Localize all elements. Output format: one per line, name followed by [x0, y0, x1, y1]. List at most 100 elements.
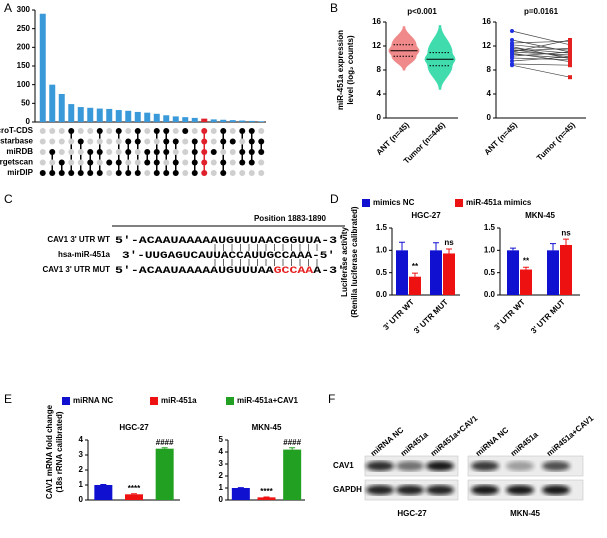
set-dot: [77, 128, 84, 134]
set-dot: [77, 138, 84, 145]
x-tick-label: Tumor (n=45): [535, 120, 577, 162]
set-dot: [87, 138, 94, 145]
y-axis-label: (Renilla luciferase calibrated): [350, 206, 359, 317]
y-tick-label: 8: [487, 65, 492, 74]
band: [542, 485, 570, 495]
y-tick-label: 300: [17, 5, 31, 14]
error-bar: [399, 241, 405, 251]
x-tick-label: 3' UTR WT: [492, 297, 526, 331]
panel-letter: A: [4, 1, 12, 15]
set-dot: [125, 170, 132, 176]
tumor-point: [568, 56, 572, 61]
tumor-point: [568, 75, 572, 80]
set-dot: [182, 128, 189, 134]
panel-title: MKN-45: [525, 211, 555, 220]
x-tick-label: ANT (n=45): [375, 120, 412, 157]
bar: [248, 120, 255, 122]
set-dot: [96, 159, 103, 166]
annotation: **: [523, 256, 530, 265]
band: [396, 461, 424, 471]
sequence-part: 5'-ACAAUAAAAAUGUUUAACGGUUA-3': [115, 235, 345, 247]
sequence: 5'-ACAAUAAAAAUGUUUAACGGUUA-3': [115, 235, 345, 247]
tumor-point: [568, 42, 572, 47]
set-dot: [106, 138, 113, 145]
y-axis-label: CAV1 mRNA fold change: [45, 404, 54, 499]
band: [471, 485, 499, 495]
set-dot: [210, 138, 217, 145]
bar: [172, 116, 179, 122]
legend-swatch: [455, 199, 463, 207]
lane-label: miR451a+CAV1: [545, 413, 596, 458]
annotation: ****: [128, 484, 141, 493]
set-dot: [106, 149, 113, 155]
set-dot: [96, 149, 103, 155]
set-dot: [163, 128, 170, 134]
set-dot: [115, 138, 122, 145]
error-bar: [523, 266, 529, 270]
set-dot: [220, 138, 227, 145]
set-dot: [163, 159, 170, 166]
x-tick-label: ANT (n=45): [483, 120, 520, 157]
pair-line: [511, 40, 571, 44]
y-tick-label: 200: [17, 42, 31, 51]
error-bar: [289, 447, 296, 450]
set-dot: [106, 159, 113, 166]
set-dot: [125, 128, 132, 134]
band: [426, 485, 454, 495]
y-tick-label: 0: [26, 117, 31, 126]
tumor-point: [568, 59, 572, 64]
sequence-label: CAV1 3' UTR WT: [47, 235, 110, 244]
set-dot: [239, 149, 246, 155]
set-dot: [172, 128, 179, 134]
pair-line: [511, 57, 571, 61]
ant-point: [510, 29, 514, 33]
set-dot: [191, 170, 198, 176]
band: [506, 485, 534, 495]
bar: [201, 118, 208, 122]
set-dot: [134, 170, 141, 176]
set-dot: [239, 128, 246, 134]
set-dot: [248, 170, 255, 176]
bar: [96, 108, 103, 122]
set-dot: [68, 159, 75, 166]
y-tick-label: 2: [219, 471, 224, 480]
panel-letter: C: [4, 192, 13, 206]
set-dot: [49, 138, 56, 145]
p-value: p=0.0161: [524, 7, 559, 16]
y-tick-label: 16: [482, 17, 491, 26]
legend-swatch: [226, 397, 234, 405]
bar: [443, 253, 455, 295]
set-dot: [191, 159, 198, 166]
sequence-part: 5'-ACAAUAAAAAUGUUUAA: [115, 265, 274, 277]
bar: [507, 250, 519, 295]
pair-line: [511, 46, 571, 59]
row-label: GAPDH: [333, 485, 362, 494]
y-axis-label: Luciferase activity: [340, 227, 349, 297]
set-dot: [201, 159, 208, 166]
set-dot: [77, 159, 84, 166]
error-bar: [550, 243, 556, 251]
set-dot: [39, 149, 46, 155]
set-dot: [134, 149, 141, 155]
error-bar: [433, 242, 439, 251]
error-bar: [131, 493, 137, 495]
sequence: 5'-ACAAUAAAAAUGUUUAA GCCAA A-3': [115, 265, 345, 277]
panel-title: MKN-45: [252, 423, 282, 432]
set-dot: [248, 128, 255, 134]
set-dot: [229, 170, 236, 176]
y-tick-label: 0: [219, 495, 224, 504]
error-bar: [412, 272, 418, 277]
set-dot: [220, 149, 227, 155]
set-dot: [49, 149, 56, 155]
set-dot: [87, 149, 94, 155]
ant-point: [510, 50, 514, 54]
y-tick-label: 3: [79, 450, 84, 459]
lane-label: miRNA NC: [474, 425, 511, 458]
legend-swatch: [150, 397, 158, 405]
set-dot: [115, 128, 122, 134]
annotation: ns: [561, 228, 571, 237]
lane-label: miR451a: [399, 430, 430, 458]
legend-label: miR-451a+CAV1: [237, 396, 299, 405]
pair-line: [511, 49, 571, 58]
bar: [257, 497, 276, 500]
